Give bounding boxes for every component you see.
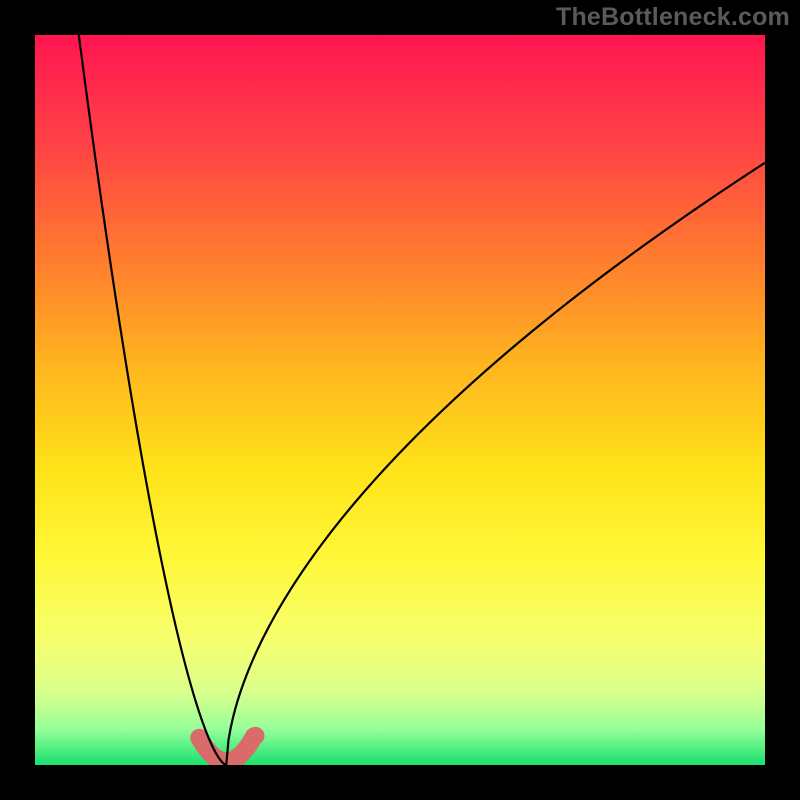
chart-svg [35, 35, 765, 765]
gradient-background [35, 35, 765, 765]
plot-area [35, 35, 765, 765]
watermark-text: TheBottleneck.com [556, 3, 790, 32]
